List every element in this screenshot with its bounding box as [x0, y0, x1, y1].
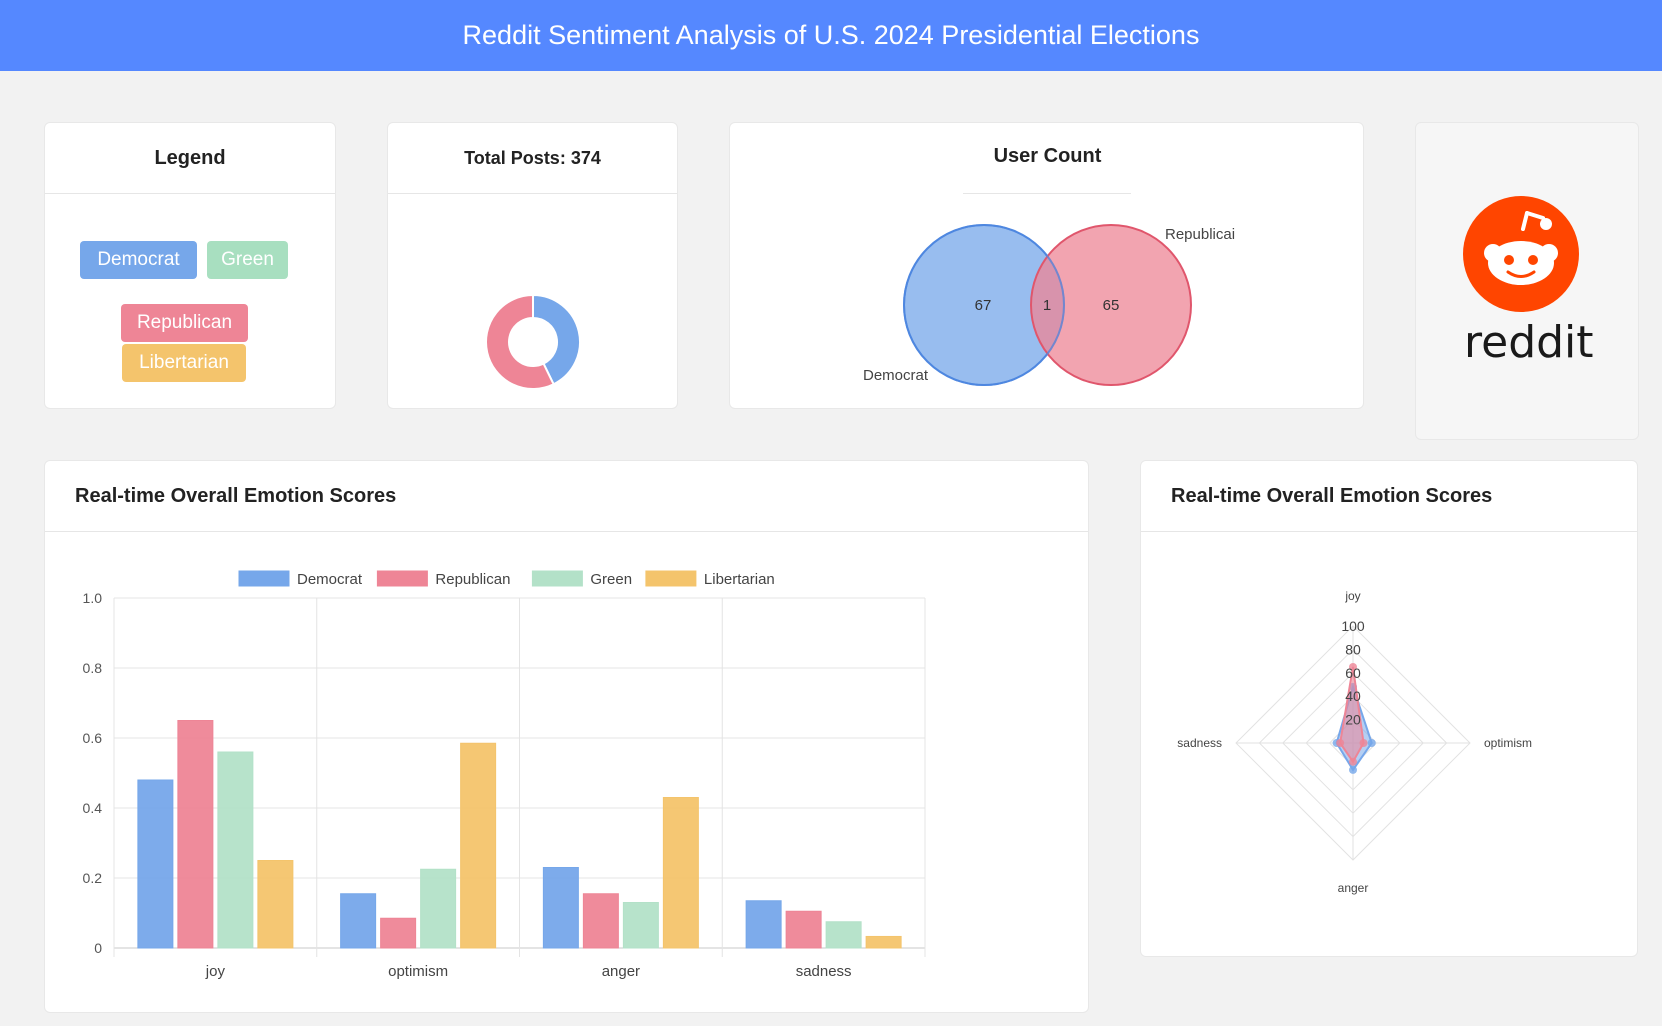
x-tick-label: joy: [205, 963, 226, 980]
total-posts-title: Total Posts: 374: [388, 123, 677, 194]
donut-slice-democrat: [532, 293, 581, 386]
venn-republican-count: 65: [1103, 297, 1120, 314]
user-count-title: User Count: [993, 145, 1102, 167]
user-count-card: User Count 67 1 65 Democrat Republicai: [729, 122, 1364, 409]
reddit-logo: reddit: [1463, 196, 1594, 368]
bar-libertarian-optimism: [460, 742, 497, 949]
radar-point-republican: [1349, 662, 1357, 671]
bar-democrat-optimism: [340, 893, 377, 949]
bar-republican-optimism: [380, 917, 417, 949]
emotion-radar-card: Real-time Overall Emotion Scores 20 40 60 8…: [1140, 460, 1638, 957]
legend-label-republican: Republican: [435, 571, 510, 588]
posts-donut-chart: [485, 293, 581, 390]
bar-green-anger: [622, 902, 659, 949]
radar-tick-label: 40: [1345, 688, 1361, 704]
legend-badge-democrat: Democrat: [80, 241, 197, 279]
venn-democrat-count: 67: [975, 297, 992, 314]
venn-democrat-label: Democrat: [863, 367, 929, 384]
user-venn-diagram: 67 1 65 Democrat Republicai: [863, 224, 1235, 386]
venn-overlap-outline: [903, 224, 1065, 386]
bar-democrat-sadness: [745, 900, 782, 949]
radar-point-democrat: [1367, 739, 1376, 747]
legend-swatch-democrat: [238, 570, 290, 587]
x-tick-label: anger: [602, 963, 640, 980]
bar-libertarian-anger: [662, 797, 699, 949]
reddit-logo-card: reddit: [1415, 122, 1639, 440]
y-tick-label: 0: [94, 940, 102, 956]
emotion-bar-chart: 0 0.2 0.4 0.6 0.8 1.0 joy optimism anger sadness D…: [83, 570, 926, 980]
bar-democrat-anger: [542, 867, 579, 949]
radar-point-republican: [1336, 739, 1345, 747]
radar-axis-label-optimism: optimism: [1484, 736, 1532, 750]
legend-label-democrat: Democrat: [297, 571, 363, 588]
bar-republican-anger: [582, 893, 619, 949]
bar-legend: Democrat Republican Green Libertarian: [238, 570, 775, 588]
legend-card-title: Legend: [45, 123, 335, 194]
bar-republican-sadness: [785, 910, 822, 949]
bar-green-optimism: [420, 868, 457, 949]
emotion-bar-card: Real-time Overall Emotion Scores 0 0.2 0.4…: [44, 460, 1089, 1013]
user-count-divider: [963, 193, 1131, 194]
y-tick-label: 0.4: [83, 800, 103, 816]
donut-slice-republican: [485, 293, 555, 390]
legend-card: Legend Democrat Green Republican Liberta…: [44, 122, 336, 409]
venn-republican-label: Republicai: [1165, 226, 1235, 243]
legend-label-green: Green: [590, 571, 632, 588]
emotion-radar-title: Real-time Overall Emotion Scores: [1141, 461, 1637, 532]
bar-green-sadness: [825, 921, 862, 949]
emotion-radar-chart: 20 40 60 80 100 joy optimism anger sadness: [1177, 589, 1532, 895]
radar-tick-label: 100: [1341, 618, 1365, 634]
legend-swatch-republican: [376, 570, 428, 587]
x-tick-label: sadness: [796, 963, 852, 980]
legend-badge-republican: Republican: [121, 304, 248, 342]
venn-overlap-count: 1: [1043, 297, 1051, 314]
bar-libertarian-sadness: [865, 935, 902, 949]
radar-point-democrat: [1349, 765, 1357, 774]
legend-badge-green: Green: [207, 241, 288, 279]
legend-badge-libertarian: Libertarian: [122, 344, 246, 382]
venn-circle-republican: [1030, 224, 1192, 386]
x-tick-label: optimism: [388, 963, 448, 980]
page-title: Reddit Sentiment Analysis of U.S. 2024 P…: [462, 20, 1200, 50]
bar-republican-joy: [177, 720, 214, 949]
legend-swatch-libertarian: [645, 570, 697, 587]
total-posts-card: Total Posts: 374: [387, 122, 678, 409]
radar-tick-label: 80: [1345, 641, 1361, 657]
header-bar: Reddit Sentiment Analysis of U.S. 2024 P…: [0, 0, 1662, 71]
radar-point-republican: [1349, 757, 1357, 766]
bar-green-joy: [217, 751, 254, 949]
radar-axis-label-joy: joy: [1344, 589, 1360, 603]
legend-label-libertarian: Libertarian: [704, 571, 775, 588]
y-tick-label: 0.6: [83, 730, 103, 746]
reddit-wordmark: reddit: [1464, 317, 1594, 368]
bar-democrat-joy: [137, 779, 174, 949]
y-tick-label: 1.0: [83, 590, 103, 606]
legend-swatch-green: [531, 570, 583, 587]
radar-axis-label-anger: anger: [1338, 881, 1369, 895]
emotion-bar-title: Real-time Overall Emotion Scores: [45, 461, 1088, 532]
radar-tick-label: 60: [1345, 665, 1361, 681]
radar-point-republican: [1359, 739, 1368, 747]
radar-axis-label-sadness: sadness: [1177, 736, 1222, 750]
bar-libertarian-joy: [257, 860, 294, 949]
y-tick-label: 0.8: [83, 660, 103, 676]
radar-tick-label: 20: [1345, 712, 1361, 728]
y-tick-label: 0.2: [83, 870, 103, 886]
